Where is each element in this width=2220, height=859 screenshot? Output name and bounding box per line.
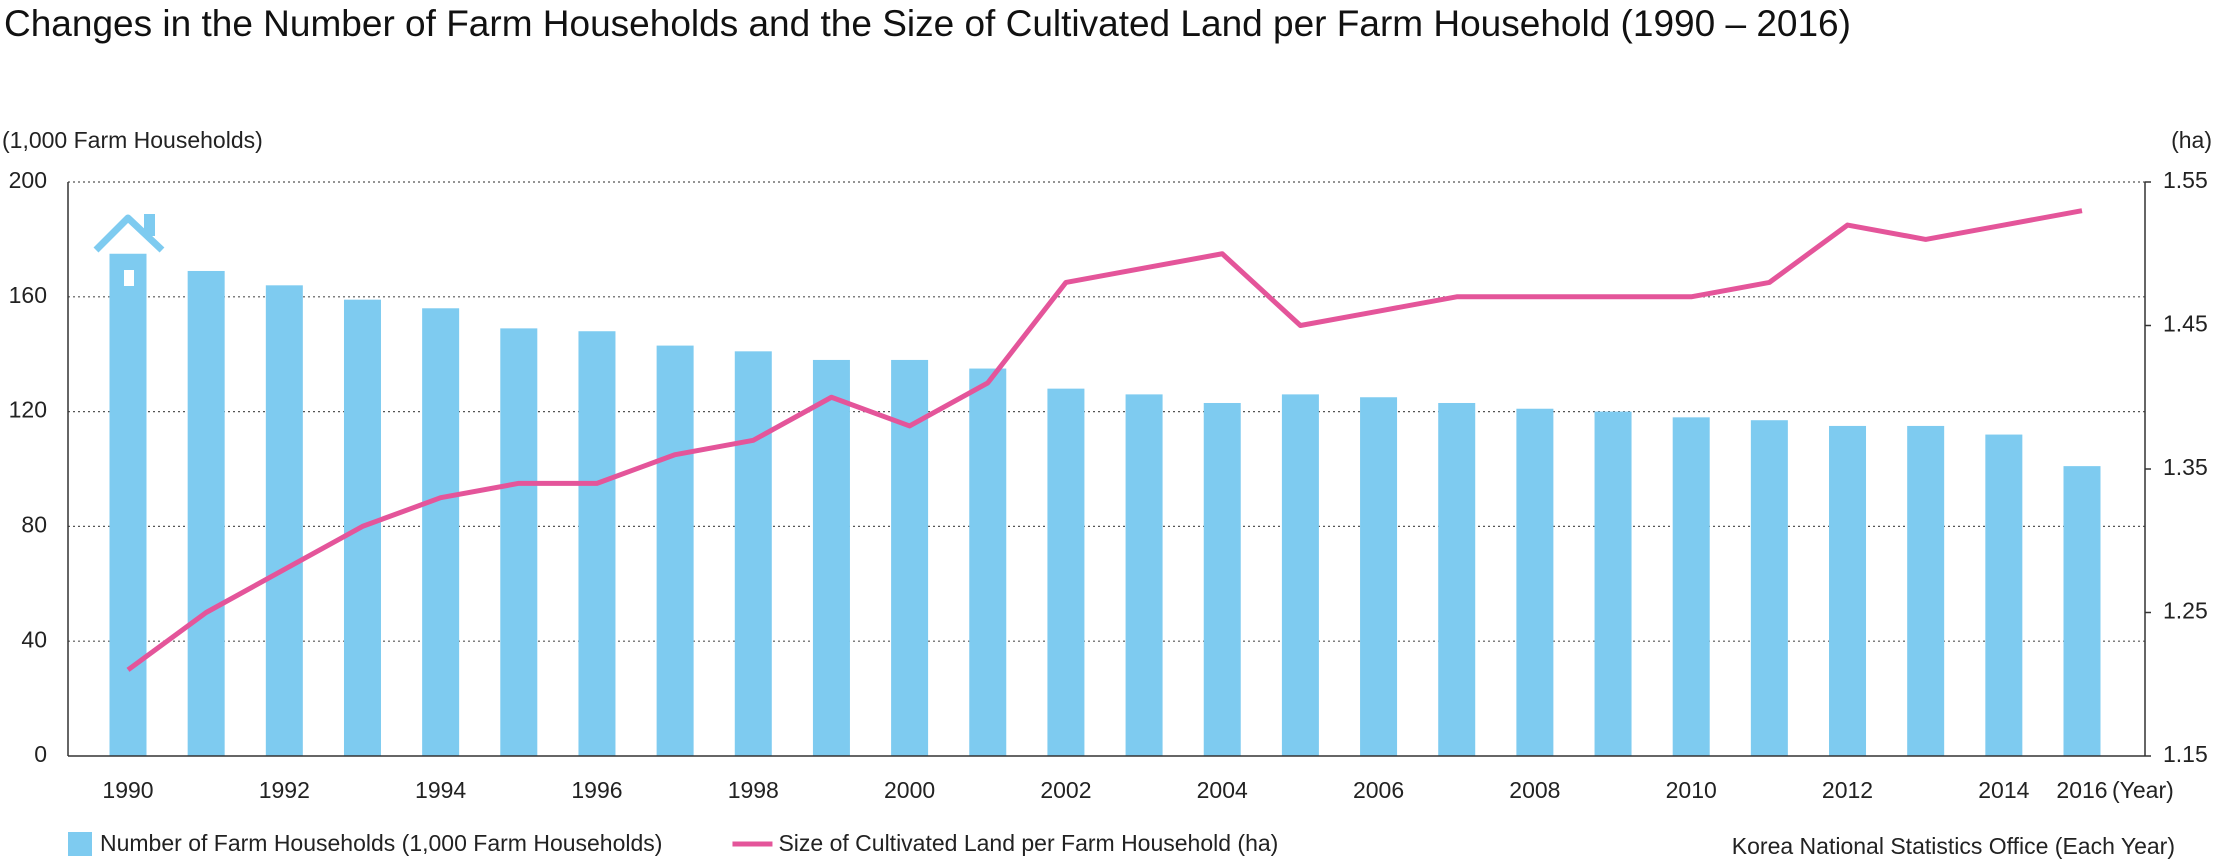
x-tick-label: 1990: [102, 777, 153, 803]
y-tick-label: 0: [34, 741, 47, 767]
legend-swatch: [68, 832, 92, 856]
x-tick-label: 2014: [1978, 777, 2029, 803]
bar: [500, 328, 538, 756]
bar: [812, 359, 850, 756]
bar: [1047, 388, 1085, 756]
y-tick-label: 40: [21, 626, 47, 652]
bar: [1281, 394, 1319, 756]
x-tick-label: 2008: [1509, 777, 1560, 803]
x-tick-label: 1992: [259, 777, 310, 803]
bar: [1125, 394, 1163, 756]
bar: [734, 351, 772, 756]
line: [126, 208, 2083, 672]
x-tick-label: 1998: [728, 777, 779, 803]
x-tick-label: 2006: [1353, 777, 1404, 803]
y-tick-label: 160: [9, 282, 47, 308]
y2-axis-label: (ha): [2171, 127, 2212, 153]
bar: [1203, 402, 1241, 756]
x-tick-label: 2010: [1666, 777, 1717, 803]
y2-tick-label: 1.15: [2163, 741, 2208, 767]
x-tick-label: 2012: [1822, 777, 1873, 803]
legend-label: Size of Cultivated Land per Farm Househo…: [778, 830, 1278, 856]
y2-tick-label: 1.25: [2163, 598, 2208, 624]
y2-tick-label: 1.35: [2163, 454, 2208, 480]
bar: [2063, 466, 2101, 756]
bar: [109, 253, 147, 756]
bar: [969, 368, 1007, 756]
y-axis-label: (1,000 Farm Households): [2, 127, 263, 153]
x-axis-label: (Year): [2112, 777, 2174, 803]
y-tick-label: 80: [21, 511, 47, 537]
bar: [1750, 420, 1788, 756]
bar: [1907, 425, 1945, 756]
bar: [1438, 402, 1476, 756]
x-tick-label: 1994: [415, 777, 466, 803]
x-tick-label: 1996: [571, 777, 622, 803]
bar: [1672, 417, 1710, 756]
bar: [1516, 408, 1554, 756]
bar: [1594, 411, 1632, 756]
x-tick-label: 2000: [884, 777, 935, 803]
chart-title: Changes in the Number of Farm Households…: [4, 3, 1851, 44]
bar: [1360, 397, 1398, 756]
house-icon: [93, 214, 165, 286]
source: Korea National Statistics Office (Each Y…: [1732, 833, 2175, 859]
x-tick-label: 2004: [1197, 777, 1248, 803]
bar: [265, 285, 303, 756]
y-tick-label: 200: [9, 167, 47, 193]
y2-tick-label: 1.55: [2163, 167, 2208, 193]
bar: [578, 331, 616, 756]
bar: [656, 345, 694, 756]
bar: [422, 308, 460, 756]
bar: [1985, 434, 2023, 756]
legend-label: Number of Farm Households (1,000 Farm Ho…: [100, 830, 662, 856]
x-tick-label: 2002: [1040, 777, 1091, 803]
y2-tick-label: 1.45: [2163, 311, 2208, 337]
x-tick-label: 2016: [2056, 777, 2107, 803]
y-tick-label: 120: [9, 397, 47, 423]
bar: [1829, 425, 1867, 756]
bar: [187, 270, 225, 756]
plot-area: 0 40 80 120 160 200 1.15 1.25 1.35 1.45 1.55 1990 19…: [9, 167, 2208, 856]
